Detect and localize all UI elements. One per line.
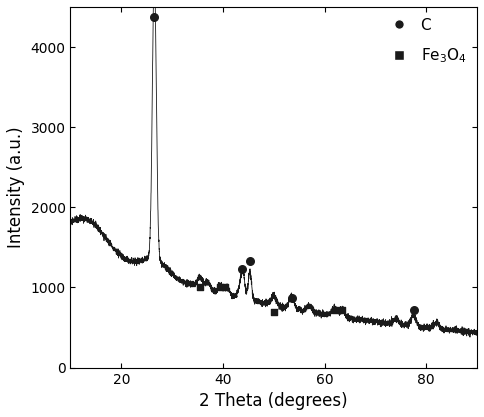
Point [338,306,346,313]
Y-axis label: Intensity (a.u.): Intensity (a.u.) [7,126,25,248]
Point [409,306,417,313]
Point [216,284,224,291]
Legend: C, Fe$_3$O$_4$: C, Fe$_3$O$_4$ [378,12,472,71]
Point [151,13,158,20]
Point [331,306,339,313]
Point [222,284,229,291]
Point [270,308,278,315]
Point [246,258,254,264]
Point [239,266,246,272]
Point [196,283,204,290]
Point [287,294,295,301]
X-axis label: 2 Theta (degrees): 2 Theta (degrees) [199,392,348,410]
